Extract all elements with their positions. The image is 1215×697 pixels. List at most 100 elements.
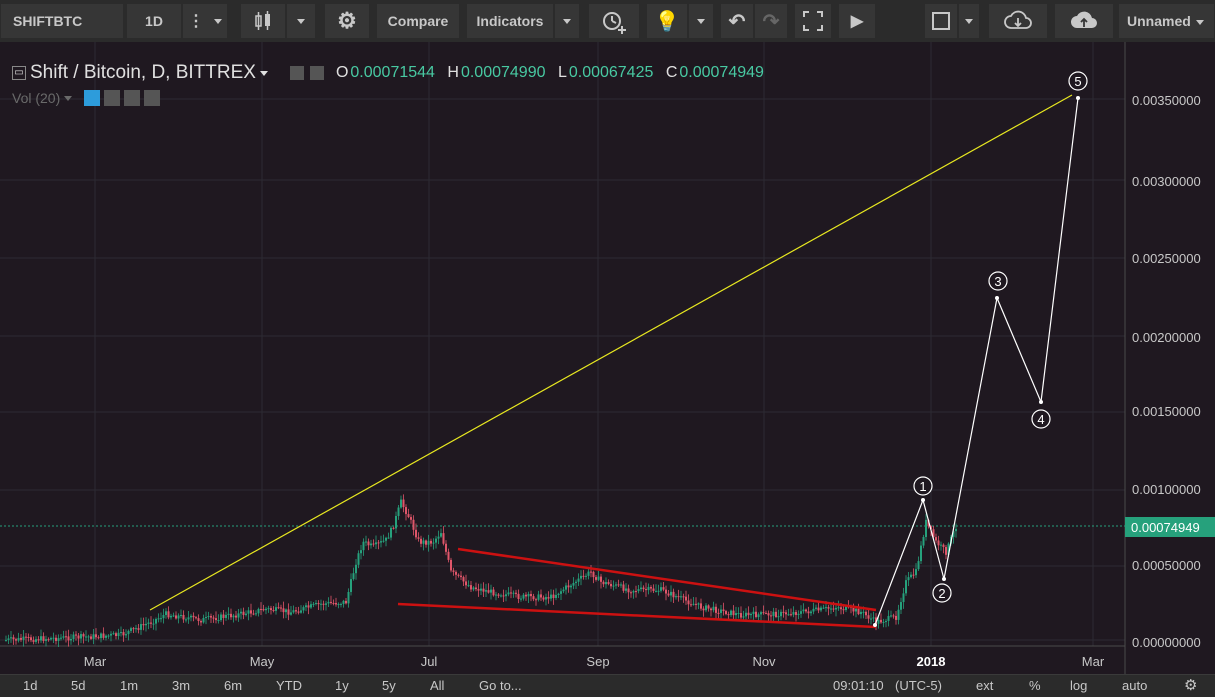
candle-body [857,608,860,615]
percent-scale-toggle[interactable]: % [1029,678,1041,693]
compare-button[interactable]: Compare [376,3,460,39]
candle-body [122,632,125,636]
candle-body [732,610,735,616]
candle-body [577,578,580,582]
candle-body [150,622,152,624]
goto-date-button[interactable]: Go to... [479,678,522,693]
indicators-dropdown[interactable] [554,3,580,39]
visibility-icon[interactable] [289,66,304,80]
candle-body [885,620,887,622]
move-icon[interactable] [124,90,141,106]
wave-label-text: 1 [919,479,926,494]
gear-small-icon[interactable] [104,90,121,106]
symbol-search-button[interactable]: SHIFTBTC [0,3,124,39]
chevron-down-icon[interactable] [64,95,73,101]
symbol-title[interactable]: Shift / Bitcoin, D, BITTREX [30,62,256,83]
candle-body [555,594,557,599]
candle-body [470,585,472,590]
extended-hours-toggle[interactable]: ext [976,678,994,693]
chart-style-dropdown[interactable] [286,3,316,39]
interval-button[interactable]: 1D [126,3,182,39]
candle-body [550,594,552,599]
ideas-button[interactable]: 💡 [646,3,688,39]
gear-icon[interactable]: ⚙ [1184,677,1198,694]
replay-button[interactable]: ▶ [838,3,876,39]
wave-label-1[interactable]: 1 [913,476,933,496]
chart-style-button[interactable] [240,3,286,39]
log-scale-toggle[interactable]: log [1070,678,1088,693]
range-button-6m[interactable]: 6m [224,678,243,693]
candle-body [25,636,27,638]
trendline[interactable] [149,94,1073,611]
range-button-ytd[interactable]: YTD [276,678,302,693]
range-button-1y[interactable]: 1y [335,678,349,693]
price-axis-label: 0.00150000 [1132,404,1201,419]
candle-body [165,611,167,615]
redo-button[interactable]: ↷ [754,3,788,39]
chevron-down-icon[interactable] [259,70,268,76]
collapse-legend-icon[interactable]: ▭ [12,66,26,80]
candle-body [327,601,330,604]
settings-button[interactable]: ⚙ [324,3,370,39]
candle-body [435,538,437,543]
candle-body [887,615,890,621]
close-icon[interactable] [144,90,161,106]
range-button-all[interactable]: All [430,678,445,693]
candle-body [267,608,270,610]
chart-canvas[interactable]: 1 2 3 4 5 [0,42,1215,674]
range-button-5d[interactable]: 5d [71,678,86,693]
timezone-button[interactable]: (UTC-5) [895,678,942,693]
range-button-3m[interactable]: 3m [172,678,191,693]
volume-label[interactable]: Vol (20) [12,90,61,106]
candle-body [132,628,135,630]
candle-body [260,608,262,610]
load-chart-button[interactable] [988,3,1048,39]
wedge-upper-line[interactable] [457,547,877,612]
fullscreen-button[interactable] [794,3,832,39]
candle-body [402,499,405,508]
wave-label-4[interactable]: 4 [1031,409,1051,429]
layout-dropdown[interactable] [958,3,980,39]
save-chart-button[interactable] [1054,3,1114,39]
settings-small-icon[interactable] [309,66,324,80]
time-axis-label: Mar [1081,654,1105,669]
interval-dropdown-button[interactable]: ⋮ [182,3,228,39]
candle-body [637,589,640,592]
candle-body [947,543,950,555]
candle-body [785,612,787,615]
range-button-5y[interactable]: 5y [382,678,396,693]
eye-icon[interactable] [84,90,101,106]
indicators-button[interactable]: Indicators [466,3,554,39]
auto-scale-toggle[interactable]: auto [1122,678,1148,693]
wave-label-2[interactable]: 2 [932,583,952,603]
undo-button[interactable]: ↶ [720,3,754,39]
create-alert-button[interactable] [588,3,640,39]
wave-label-3[interactable]: 3 [988,271,1008,291]
candle-body [10,637,12,639]
candle-body [895,615,897,620]
candle-body [670,591,672,596]
candle-body [230,613,232,618]
candle-body [335,602,337,605]
ideas-dropdown[interactable] [688,3,714,39]
candle-body [462,577,465,582]
layout-name-button[interactable]: Unnamed [1118,3,1215,39]
redo-icon: ↷ [762,10,780,33]
candle-body [400,499,402,508]
candle-body [690,604,692,606]
candle-body [607,582,610,584]
candle-body [900,602,902,610]
wave-label-5[interactable]: 5 [1068,71,1088,91]
range-button-1m[interactable]: 1m [120,678,139,693]
open-value: 0.00071544 [350,64,435,81]
candle-body [907,577,910,581]
chart-area[interactable]: 1 2 3 4 5 ▭ Shift / Bitcoin, D, BITTREX … [0,42,1215,674]
range-button-1d[interactable]: 1d [23,678,38,693]
candle-body [620,584,622,586]
candle-body [7,638,10,640]
elliott-wave-path[interactable] [874,97,1079,626]
wedge-lower-line[interactable] [397,602,877,629]
candle-body [502,595,505,597]
layout-button[interactable] [924,3,958,39]
candle-body [565,585,567,590]
